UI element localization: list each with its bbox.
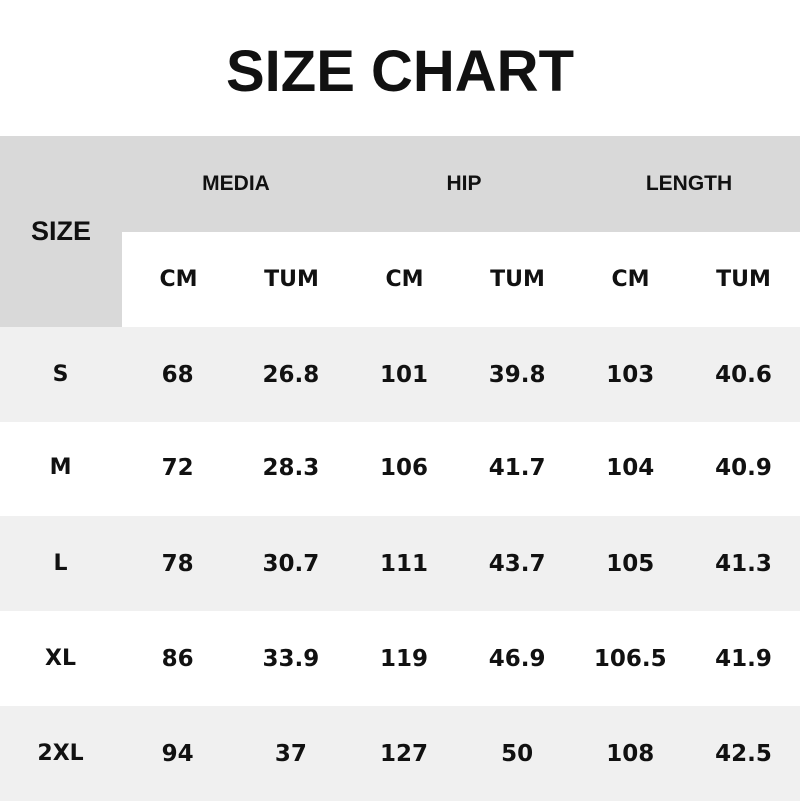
table-cell: 46.9 <box>488 645 546 672</box>
table-cell: 40.6 <box>715 361 772 388</box>
table-cell: 78 <box>161 550 194 577</box>
table-cell: 37 <box>274 740 307 767</box>
size-label: 2XL <box>37 741 84 766</box>
size-label: S <box>52 362 69 387</box>
group-header-hip: HIP <box>350 136 578 232</box>
table-cell: 101 <box>379 361 428 388</box>
table-cell: 39.8 <box>488 361 546 388</box>
group-header-length: LENGTH <box>578 136 800 232</box>
size-label: L <box>53 551 68 576</box>
unit-header: CM <box>385 267 424 292</box>
table-cell: 108 <box>606 740 655 767</box>
table-cell: 40.9 <box>715 454 772 481</box>
table-cell: 41.9 <box>715 645 772 672</box>
table-cell: 30.7 <box>262 550 320 577</box>
table-cell: 50 <box>501 740 534 767</box>
table-cell: 33.9 <box>262 645 320 672</box>
table-cell: 104 <box>606 454 655 481</box>
table-cell: 86 <box>161 645 194 672</box>
size-label: XL <box>45 646 77 671</box>
table-cell: 103 <box>606 361 655 388</box>
table-cell: 43.7 <box>488 550 546 577</box>
table-cell: 26.8 <box>262 361 320 388</box>
group-header-media: MEDIA <box>122 136 350 232</box>
unit-header: TUM <box>264 267 319 292</box>
unit-header: TUM <box>716 267 771 292</box>
size-column-header: SIZE <box>0 136 122 327</box>
table-cell: 28.3 <box>262 454 320 481</box>
unit-header: CM <box>159 267 198 292</box>
table-row: 2XL 94 37 127 50 108 42.5 <box>0 706 800 801</box>
table-row: S 68 26.8 101 39.8 103 40.6 <box>0 327 800 422</box>
unit-header: CM <box>611 267 650 292</box>
table-cell: 41.7 <box>488 454 546 481</box>
table-cell: 127 <box>379 740 428 767</box>
table-cell: 105 <box>606 550 655 577</box>
unit-header: TUM <box>490 267 545 292</box>
table-cell: 94 <box>161 740 194 767</box>
unit-header-row: CM TUM CM TUM CM TUM <box>122 232 800 327</box>
table-cell: 72 <box>161 454 194 481</box>
table-cell: 111 <box>379 550 428 577</box>
table-cell: 42.5 <box>715 740 772 767</box>
table-cell: 68 <box>161 361 194 388</box>
table-cell: 41.3 <box>715 550 772 577</box>
table-row: L 78 30.7 111 43.7 105 41.3 <box>0 516 800 611</box>
size-label: M <box>49 455 72 480</box>
table-row: M 72 28.3 106 41.7 104 40.9 <box>0 420 800 515</box>
table-cell: 106.5 <box>593 645 667 672</box>
table-row: XL 86 33.9 119 46.9 106.5 41.9 <box>0 611 800 706</box>
table-cell: 119 <box>379 645 428 672</box>
table-cell: 106 <box>379 454 428 481</box>
page-title: SIZE CHART <box>226 39 574 104</box>
